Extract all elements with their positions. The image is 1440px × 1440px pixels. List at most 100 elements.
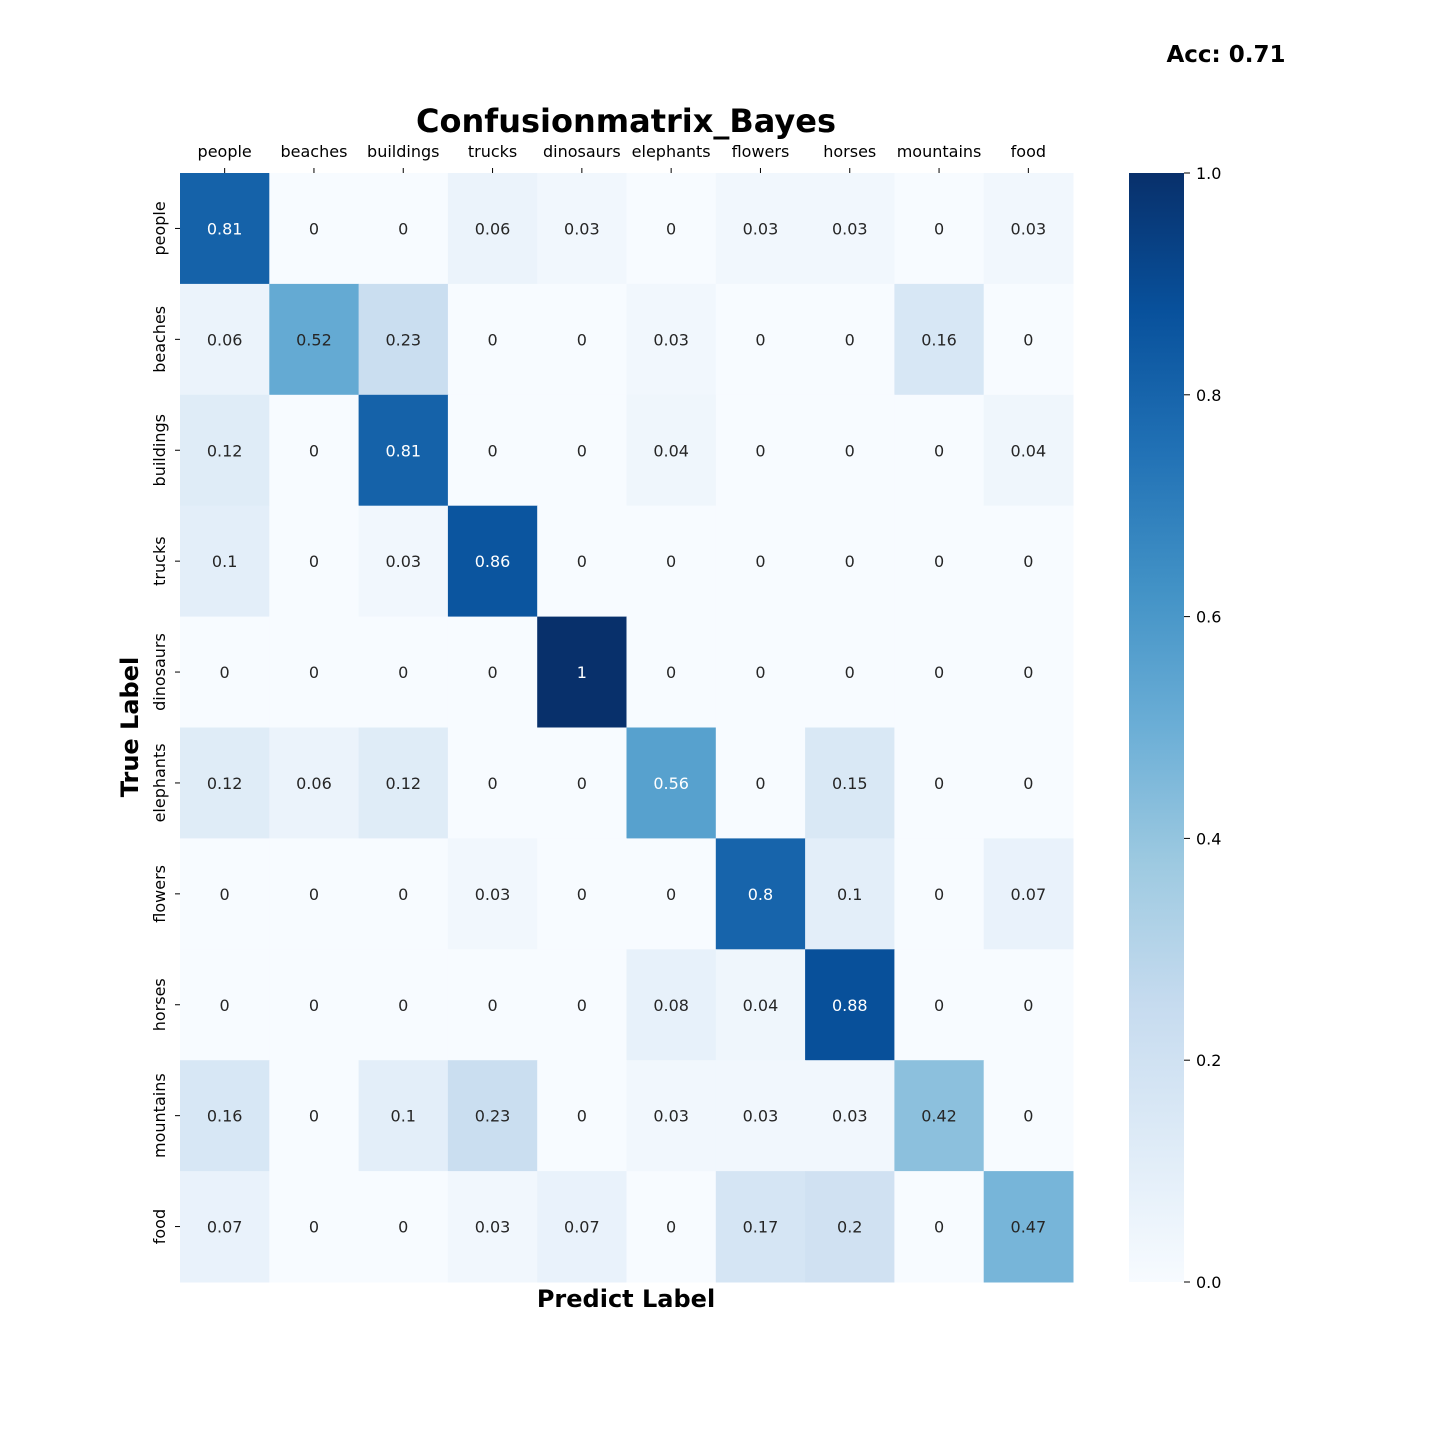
x-tick-label: horses	[823, 142, 876, 161]
heatmap-cell	[537, 949, 627, 1061]
heatmap-cell	[269, 727, 360, 839]
heatmap-cell	[805, 173, 895, 285]
heatmap-cell	[715, 838, 806, 950]
heatmap-cell	[983, 1171, 1074, 1283]
cell-value-label: 0	[1023, 330, 1033, 349]
cell-value-label: 0	[487, 330, 497, 349]
cell-value-label: 0	[666, 552, 676, 571]
cell-value-label: 0.81	[207, 219, 243, 238]
heatmap-cell	[983, 1060, 1074, 1172]
y-tick-label: mountains	[150, 1073, 169, 1158]
cell-value-label: 0	[309, 552, 319, 571]
cell-value-label: 0.03	[832, 1107, 868, 1126]
x-tick-labels: people beaches buildings trucks dinosaurs ele…	[198, 142, 1046, 173]
cell-value-label: 0	[1023, 552, 1033, 571]
heatmap-cell	[180, 616, 270, 728]
heatmap-cell	[269, 616, 360, 728]
heatmap-cell	[626, 173, 717, 285]
heatmap-cell	[269, 505, 360, 618]
heatmap-cell	[180, 949, 270, 1061]
colorbar	[1129, 173, 1184, 1282]
heatmap-cell	[894, 1171, 985, 1283]
cell-value-label: 0.04	[1011, 441, 1047, 460]
x-tick-label: trucks	[468, 142, 517, 161]
x-tick-label: dinosaurs	[543, 142, 621, 161]
cell-value-label: 0.03	[832, 219, 868, 238]
y-tick-label: elephants	[150, 743, 169, 822]
cell-value-label: 0.03	[743, 1107, 779, 1126]
cell-value-label: 0	[577, 885, 587, 904]
x-tick-label: people	[198, 142, 252, 161]
heatmap-cell	[983, 727, 1074, 839]
cell-value-label: 0.56	[653, 774, 689, 793]
heatmap-cell	[537, 838, 627, 950]
cell-value-label: 0.03	[475, 885, 511, 904]
heatmap-cell	[180, 505, 270, 618]
heatmap-cell	[447, 616, 538, 728]
cell-value-label: 0	[755, 663, 765, 682]
cell-value-label: 0	[309, 663, 319, 682]
cell-value-label: 0.52	[296, 330, 332, 349]
y-tick-label: horses	[150, 978, 169, 1031]
x-axis-label: Predict Label	[537, 1285, 715, 1313]
heatmap-cell	[805, 1171, 895, 1283]
y-tick-label: trucks	[150, 536, 169, 585]
heatmap-cell	[269, 1171, 360, 1283]
colorbar-tick-label: 0.6	[1196, 608, 1221, 627]
cell-value-label: 0	[577, 1107, 587, 1126]
cell-value-label: 0	[934, 1218, 944, 1237]
heatmap-cell	[626, 727, 717, 839]
heatmap-cell	[626, 838, 717, 950]
heatmap-cell	[537, 505, 627, 618]
heatmap-cell	[537, 394, 627, 507]
cell-value-label: 0	[934, 996, 944, 1015]
cell-value-label: 0.12	[207, 441, 243, 460]
heatmap-cell	[715, 949, 806, 1061]
cell-value-label: 0	[309, 1218, 319, 1237]
heatmap-cell	[805, 616, 895, 728]
cell-value-label: 0	[220, 885, 230, 904]
x-tick-label: flowers	[732, 142, 790, 161]
y-tick-label: people	[150, 201, 169, 255]
cell-value-label: 0.16	[921, 330, 957, 349]
cell-value-label: 0	[398, 996, 408, 1015]
heatmap-cell	[358, 838, 449, 950]
cell-value-label: 0.03	[475, 1218, 511, 1237]
cell-value-label: 1	[577, 663, 587, 682]
cell-value-label: 0.86	[475, 552, 511, 571]
heatmap-cell	[358, 505, 449, 618]
cell-value-label: 0	[666, 219, 676, 238]
cell-value-label: 0	[398, 219, 408, 238]
cell-value-label: 0	[487, 441, 497, 460]
heatmap-cell	[894, 505, 985, 618]
cell-value-label: 0	[1023, 663, 1033, 682]
cell-value-label: 0	[220, 663, 230, 682]
heatmap-cell	[269, 1060, 360, 1172]
heatmap-cell	[805, 949, 895, 1061]
cell-value-label: 0	[577, 996, 587, 1015]
cell-value-label: 0	[487, 663, 497, 682]
heatmap-cell	[805, 1060, 895, 1172]
heatmap-cell	[358, 727, 449, 839]
cell-value-label: 0.1	[391, 1107, 416, 1126]
cell-value-label: 0.42	[921, 1107, 957, 1126]
heatmap-cell	[894, 949, 985, 1061]
y-tick-label: food	[150, 1209, 169, 1244]
cell-value-label: 0.81	[385, 441, 421, 460]
heatmap-cell	[180, 1171, 270, 1283]
heatmap-cell	[894, 394, 985, 507]
heatmap-cell	[983, 173, 1074, 285]
cell-value-label: 0.07	[207, 1218, 243, 1237]
heatmap-cell	[537, 616, 627, 728]
heatmap-cell	[537, 1171, 627, 1283]
heatmap-cell	[537, 1060, 627, 1172]
cell-value-label: 0	[934, 219, 944, 238]
heatmap-cell	[626, 949, 717, 1061]
cell-value-label: 0.08	[653, 996, 689, 1015]
heatmap-cell	[537, 173, 627, 285]
heatmap-cell	[358, 283, 449, 396]
heatmap-cell	[715, 616, 806, 728]
heatmap-cell	[447, 394, 538, 507]
heatmap-cell	[447, 283, 538, 396]
cell-value-label: 0	[845, 663, 855, 682]
